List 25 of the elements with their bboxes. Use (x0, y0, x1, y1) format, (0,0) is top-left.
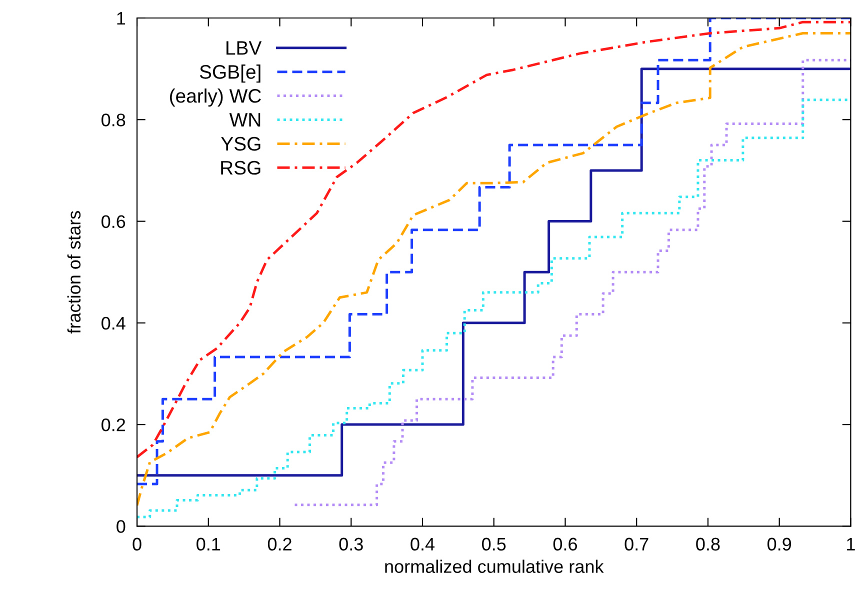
x-tick-label: 0.7 (624, 538, 648, 551)
y-tick-label: 0.8 (102, 114, 126, 126)
x-tick-label: 0.8 (696, 538, 720, 551)
x-tick-label: 0 (132, 538, 142, 551)
legend-label: RSG (221, 160, 260, 175)
x-tick-label: 0.3 (339, 538, 363, 551)
legend-label: YSG (221, 136, 260, 151)
legend-label: (early) WC (170, 88, 261, 107)
y-tick-label: 0.2 (102, 418, 126, 432)
y-tick-label: 0.4 (102, 316, 126, 330)
x-tick-label: 0.5 (482, 538, 506, 551)
y-axis-title: fraction of stars (67, 211, 81, 334)
y-tick-label: 1 (117, 12, 126, 25)
x-tick-label: 0.4 (410, 538, 435, 551)
y-tick-label: 0.6 (102, 215, 126, 228)
x-tick-label: 0.1 (196, 538, 220, 551)
y-tick-label: 0 (116, 520, 126, 533)
x-tick-label: 1 (847, 538, 855, 550)
x-tick-label: 0.2 (268, 538, 292, 551)
x-tick-label: 0.6 (553, 538, 577, 551)
legend-label: LBV (226, 41, 262, 55)
x-tick-label: 0.9 (767, 538, 792, 551)
legend-label: SGB[e] (200, 64, 260, 83)
legend-label: WN (229, 113, 260, 127)
x-axis-title: normalized cumulative rank (385, 560, 604, 573)
